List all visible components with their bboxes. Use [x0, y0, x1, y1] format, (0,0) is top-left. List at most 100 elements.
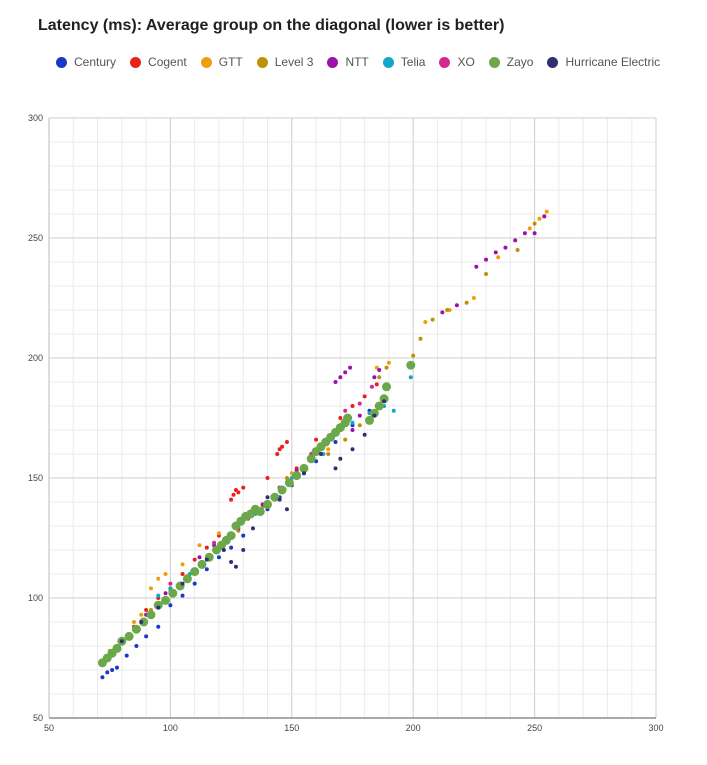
data-point[interactable] [204, 545, 209, 550]
data-point[interactable] [168, 603, 173, 608]
data-point[interactable] [314, 437, 319, 442]
data-point[interactable] [348, 365, 353, 370]
legend-item-2[interactable]: GTT [200, 55, 243, 69]
data-point[interactable] [284, 507, 289, 512]
data-point[interactable] [454, 303, 459, 308]
data-point[interactable] [333, 466, 338, 471]
data-point[interactable] [114, 665, 119, 670]
data-point[interactable] [284, 440, 289, 444]
data-point[interactable] [326, 452, 331, 456]
data-point[interactable] [374, 401, 384, 411]
data-point[interactable] [190, 567, 200, 577]
data-point[interactable] [423, 320, 428, 324]
data-point[interactable] [301, 471, 306, 476]
data-point[interactable] [250, 526, 255, 531]
data-point[interactable] [369, 408, 379, 418]
data-point[interactable] [204, 557, 209, 562]
data-point[interactable] [216, 555, 221, 560]
data-point[interactable] [144, 608, 149, 612]
data-point[interactable] [229, 560, 234, 564]
data-point[interactable] [384, 365, 389, 370]
data-point[interactable] [163, 572, 168, 576]
data-point[interactable] [241, 548, 246, 552]
data-point[interactable] [364, 415, 374, 425]
data-point[interactable] [374, 382, 379, 387]
data-point[interactable] [180, 562, 185, 567]
data-point[interactable] [515, 248, 520, 252]
data-point[interactable] [197, 555, 202, 560]
data-point[interactable] [180, 572, 185, 576]
data-point[interactable] [284, 478, 294, 488]
data-point[interactable] [350, 428, 355, 432]
data-point[interactable] [343, 370, 348, 375]
data-point[interactable] [263, 499, 273, 509]
data-point[interactable] [156, 624, 161, 629]
data-point[interactable] [306, 454, 316, 464]
data-point[interactable] [280, 444, 285, 449]
data-point[interactable] [369, 384, 374, 389]
data-point[interactable] [156, 593, 161, 598]
data-point[interactable] [265, 495, 270, 500]
legend-item-4[interactable]: NTT [327, 55, 369, 69]
data-point[interactable] [112, 643, 122, 653]
data-point[interactable] [338, 456, 343, 461]
data-point[interactable] [333, 440, 338, 444]
data-point[interactable] [197, 543, 202, 548]
data-point[interactable] [532, 221, 537, 226]
data-point[interactable] [493, 250, 498, 255]
data-point[interactable] [236, 490, 241, 495]
data-point[interactable] [275, 452, 280, 456]
data-point[interactable] [168, 581, 173, 586]
data-point[interactable] [357, 423, 362, 428]
data-point[interactable] [148, 586, 153, 591]
data-point[interactable] [229, 545, 234, 550]
data-point[interactable] [110, 668, 115, 672]
data-point[interactable] [119, 639, 124, 644]
data-point[interactable] [144, 634, 149, 639]
legend-item-7[interactable]: Zayo [488, 55, 533, 69]
data-point[interactable] [537, 216, 542, 221]
data-point[interactable] [544, 209, 549, 214]
data-point[interactable] [338, 416, 343, 420]
data-point[interactable] [513, 238, 518, 243]
data-point[interactable] [484, 272, 489, 276]
legend-item-3[interactable]: Level 3 [256, 55, 313, 69]
data-point[interactable] [372, 413, 377, 418]
data-point[interactable] [168, 588, 178, 598]
data-point[interactable] [299, 463, 309, 473]
data-point[interactable] [379, 394, 389, 404]
data-point[interactable] [153, 600, 163, 610]
data-point[interactable] [180, 593, 185, 598]
legend-item-6[interactable]: XO [439, 55, 475, 69]
data-point[interactable] [161, 595, 171, 605]
data-point[interactable] [382, 399, 387, 404]
data-point[interactable] [343, 408, 348, 413]
data-point[interactable] [292, 471, 302, 481]
data-point[interactable] [131, 624, 141, 634]
data-point[interactable] [350, 447, 355, 452]
data-point[interactable] [255, 507, 265, 517]
data-point[interactable] [386, 360, 391, 365]
data-point[interactable] [464, 300, 469, 305]
data-point[interactable] [377, 368, 382, 372]
data-point[interactable] [192, 581, 197, 586]
data-point[interactable] [124, 631, 134, 641]
data-point[interactable] [318, 452, 323, 456]
data-point[interactable] [350, 420, 355, 425]
legend-item-5[interactable]: Telia [382, 55, 425, 69]
data-point[interactable] [212, 540, 217, 545]
data-point[interactable] [146, 610, 156, 620]
data-point[interactable] [333, 380, 338, 384]
legend-item-1[interactable]: Cogent [130, 55, 187, 69]
data-point[interactable] [204, 567, 209, 572]
data-point[interactable] [105, 670, 110, 675]
data-point[interactable] [527, 226, 532, 231]
data-point[interactable] [496, 255, 501, 260]
data-point[interactable] [474, 264, 479, 269]
data-point[interactable] [265, 476, 270, 480]
data-point[interactable] [139, 620, 144, 624]
data-point[interactable] [357, 413, 362, 418]
data-point[interactable] [241, 533, 246, 538]
data-point[interactable] [229, 497, 234, 502]
data-point[interactable] [542, 214, 547, 219]
